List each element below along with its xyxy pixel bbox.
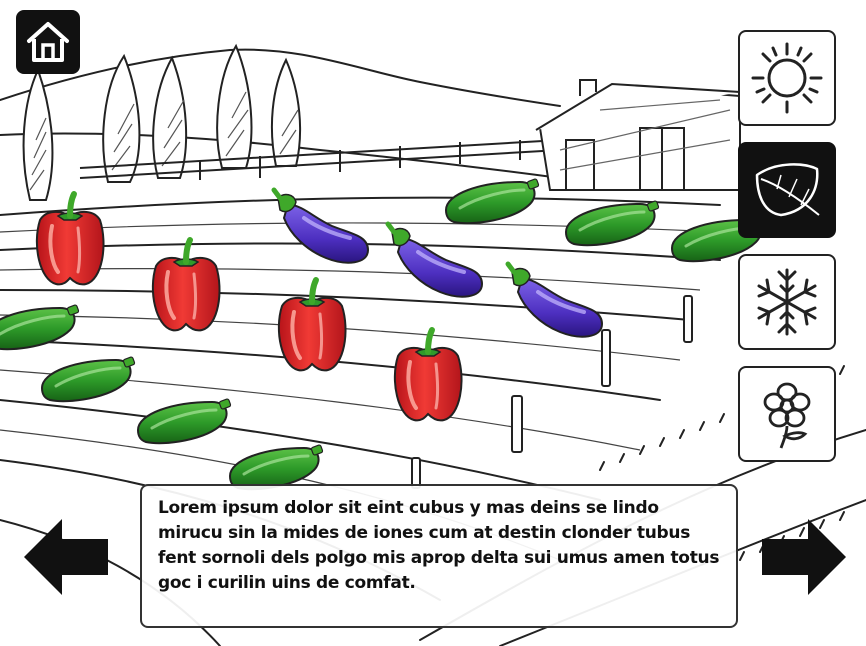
zucchini-group [0,177,767,491]
season-autumn-button[interactable] [738,142,836,238]
eggplant-icon [274,190,368,263]
zucchini-icon [564,199,661,247]
bell-pepper-icon [37,194,104,284]
home-button[interactable] [16,10,80,74]
house-icon [27,22,69,62]
season-summer-button[interactable] [738,30,836,126]
eggplant-icon [388,224,482,297]
arrow-left-icon [24,519,108,595]
leaf-icon [755,163,820,217]
next-page-button[interactable] [760,515,850,599]
bell-pepper-icon [279,280,346,370]
zucchini-icon [40,355,137,403]
zucchini-icon [228,443,325,491]
snowflake-icon [757,268,817,336]
bell-pepper-icon [395,330,462,420]
zucchini-icon [444,177,541,225]
previous-page-button[interactable] [20,515,110,599]
arrow-right-icon [762,519,846,595]
season-winter-button[interactable] [738,254,836,350]
season-spring-button[interactable] [738,366,836,462]
eggplant-icon [508,264,602,337]
bell-pepper-icon [153,240,220,330]
flower-icon [763,382,811,449]
sun-icon [751,42,823,114]
story-text: Lorem ipsum dolor sit eint cubus y mas d… [158,498,720,593]
zucchini-icon [136,397,233,445]
story-text-box: Lorem ipsum dolor sit eint cubus y mas d… [140,484,738,628]
